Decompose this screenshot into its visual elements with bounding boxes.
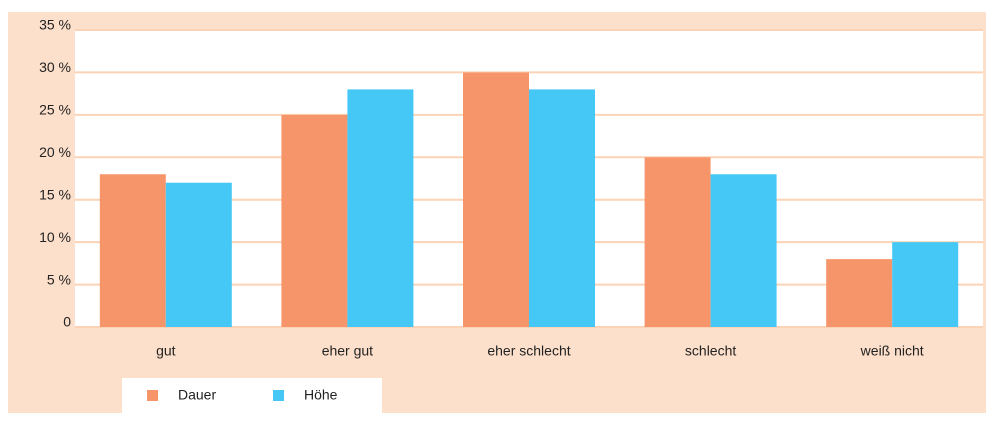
legend-box [122,378,382,413]
bar [710,174,777,327]
y-tick-label: 25 % [39,102,71,118]
bar [826,259,893,327]
y-tick-label: 10 % [39,229,71,245]
y-tick-label: 15 % [39,186,71,202]
y-tick-label: 0 [63,314,71,330]
bar [99,174,166,327]
legend-swatch [273,390,284,401]
bar [281,114,348,327]
bar [347,89,414,328]
y-tick-label: 35 % [39,17,71,33]
x-tick-label: weiß nicht [860,343,924,359]
bar [892,242,959,327]
bar [529,89,595,328]
x-tick-label: gut [156,343,176,359]
y-tick-label: 5 % [47,271,71,287]
legend-swatch [147,390,158,401]
bar [165,182,232,327]
y-tick-label: 20 % [39,144,71,160]
y-tick-label: 30 % [39,59,71,75]
bar [463,72,529,327]
x-tick-label: eher schlecht [487,343,570,359]
bar [644,157,711,327]
legend-label: Dauer [178,387,216,403]
legend-label: Höhe [304,387,338,403]
x-tick-label: eher gut [322,343,373,359]
x-tick-label: schlecht [685,343,736,359]
